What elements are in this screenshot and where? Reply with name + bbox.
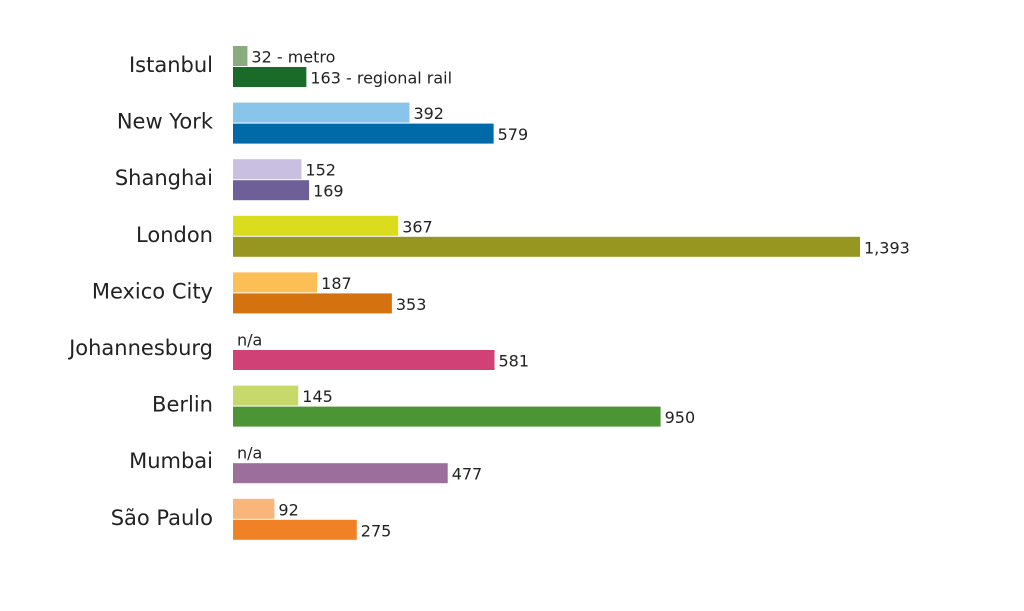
value-label: 275 <box>361 521 392 540</box>
value-label: 579 <box>498 125 529 144</box>
bar <box>233 498 275 519</box>
bar <box>233 236 860 257</box>
bar <box>233 293 392 314</box>
category-label: Johannesburg <box>67 336 213 360</box>
bar <box>233 463 448 484</box>
category-label: São Paulo <box>111 506 213 530</box>
category-label: Shanghai <box>115 166 213 190</box>
bar <box>233 215 399 236</box>
category-label: London <box>136 223 213 247</box>
category-label: Mumbai <box>129 449 213 473</box>
value-label: 169 <box>313 182 344 201</box>
value-label: 353 <box>396 295 427 314</box>
bar <box>233 385 299 406</box>
bar <box>233 123 494 144</box>
value-label: 152 <box>305 161 336 180</box>
bar <box>233 180 310 201</box>
value-label: 392 <box>413 104 444 123</box>
category-label: Mexico City <box>92 279 213 303</box>
value-label: 950 <box>665 408 696 427</box>
bar <box>233 272 318 293</box>
category-label: Berlin <box>152 393 213 417</box>
bar <box>233 406 661 427</box>
category-label: Istanbul <box>129 53 213 77</box>
value-label: 1,393 <box>864 238 910 257</box>
bar <box>233 102 410 123</box>
value-label: 92 <box>278 500 298 519</box>
bar <box>233 159 302 180</box>
value-label: 163 - regional rail <box>310 69 452 88</box>
value-label: 187 <box>321 274 352 293</box>
bar <box>233 67 307 87</box>
bar <box>233 519 357 540</box>
bar <box>233 350 495 370</box>
value-label: n/a <box>237 444 262 463</box>
value-label: 581 <box>499 352 530 371</box>
value-label: 145 <box>302 387 333 406</box>
value-label: 367 <box>402 217 433 236</box>
value-label: 32 - metro <box>251 48 335 67</box>
category-label: New York <box>117 110 214 134</box>
value-label: n/a <box>237 331 262 350</box>
bar <box>233 46 248 66</box>
value-label: 477 <box>452 465 483 484</box>
